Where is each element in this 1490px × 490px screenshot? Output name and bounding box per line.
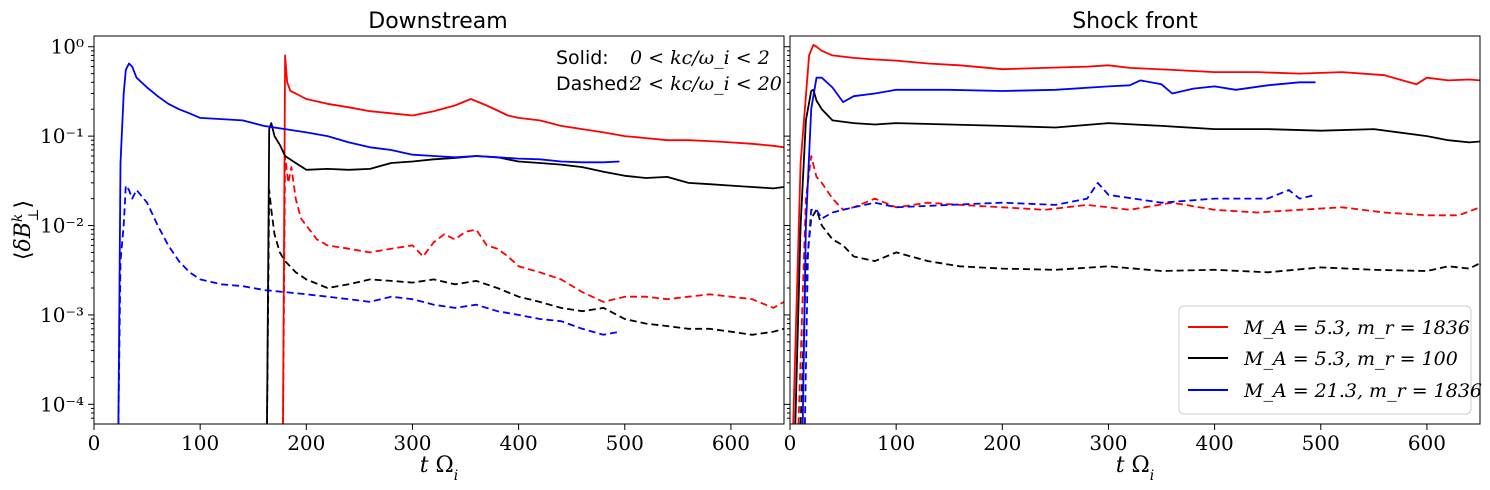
series-line-0-5 (117, 184, 620, 424)
y-tick-label-0: 10⁰ (51, 35, 84, 59)
series-line-1-3 (799, 208, 1480, 424)
annotation-solid-range: 0 < kc/ω_i < 2 (630, 47, 770, 69)
series-line-0-1 (282, 155, 784, 424)
x-tick-label-1-400: 400 (1196, 431, 1234, 455)
downstream-axes: 0 100 200 300 400 500 600 10⁻⁴ 10⁻³ 10⁻² 10⁻¹ 10⁰ (40, 35, 750, 455)
legend-entry-blue: M_A = 21.3, m_r = 1836 (1243, 380, 1482, 402)
series-line-0-4 (117, 62, 620, 424)
title-shock-front: Shock front (1072, 9, 1198, 34)
annotation-dashed-range: 2 < kc/ω_i < 20 (629, 73, 782, 95)
y-tick-label--3: 10⁻³ (40, 303, 84, 327)
panel-shock-front: Shock front 0 100 200 300 400 500 600 t Ωi M_A… (784, 9, 1482, 484)
series-line-1-4 (801, 76, 1316, 424)
y-axis-label-k: k (10, 214, 26, 222)
x-axis-label-downstream: t Ωi (420, 453, 459, 484)
panel-downstream: Downstream 0 100 200 300 400 500 600 10⁻⁴ 10⁻³ 10… (10, 9, 785, 484)
series-line-0-3 (266, 189, 784, 424)
series-line-0-0 (282, 54, 784, 424)
x-tick-label-1-100: 100 (877, 431, 915, 455)
y-axis-label-perp: ⊥ (26, 208, 42, 221)
series-line-0-2 (266, 122, 784, 424)
x-tick-label-1-300: 300 (1089, 431, 1127, 455)
annotation-solid-label: Solid: (556, 47, 609, 69)
legend: M_A = 5.3, m_r = 1836 M_A = 5.3, m_r = 1… (1178, 305, 1482, 415)
x-tick-label-0-100: 100 (181, 431, 219, 455)
line-style-annotation: Solid: 0 < kc/ω_i < 2 Dashed: 2 < kc/ω_i… (556, 47, 782, 95)
y-tick-label--2: 10⁻² (40, 214, 84, 238)
title-downstream: Downstream (368, 9, 507, 34)
x-tick-label-0-0: 0 (88, 431, 101, 455)
series-line-1-5 (804, 181, 1316, 424)
x-tick-label-0-400: 400 (500, 431, 538, 455)
y-tick-label--1: 10⁻¹ (40, 124, 84, 148)
legend-entry-black: M_A = 5.3, m_r = 100 (1243, 348, 1458, 370)
y-axis-label: ⟨δBk⊥⟩ (10, 200, 42, 260)
x-tick-label-0-600: 600 (712, 431, 750, 455)
x-tick-label-1-500: 500 (1302, 431, 1340, 455)
annotation-dashed-label: Dashed: (556, 73, 634, 95)
x-tick-label-1-0: 0 (784, 431, 797, 455)
legend-box (1178, 305, 1472, 415)
shock-front-series-group (792, 43, 1480, 424)
y-tick-label--4: 10⁻⁴ (40, 392, 84, 416)
x-tick-label-1-200: 200 (983, 431, 1021, 455)
x-tick-label-0-300: 300 (393, 431, 431, 455)
x-tick-label-1-600: 600 (1408, 431, 1446, 455)
series-line-1-1 (797, 155, 1480, 424)
x-axis-label-shock-front: t Ωi (1116, 453, 1155, 484)
series-line-1-0 (792, 43, 1480, 424)
legend-entry-red: M_A = 5.3, m_r = 1836 (1243, 317, 1470, 339)
x-tick-label-0-200: 200 (287, 431, 325, 455)
y-axis-label-delta: δB (11, 222, 36, 251)
downstream-series-group (117, 54, 784, 424)
series-line-1-2 (794, 88, 1480, 424)
shock-front-axes: 0 100 200 300 400 500 600 (784, 46, 1446, 455)
x-tick-label-0-500: 500 (606, 431, 644, 455)
